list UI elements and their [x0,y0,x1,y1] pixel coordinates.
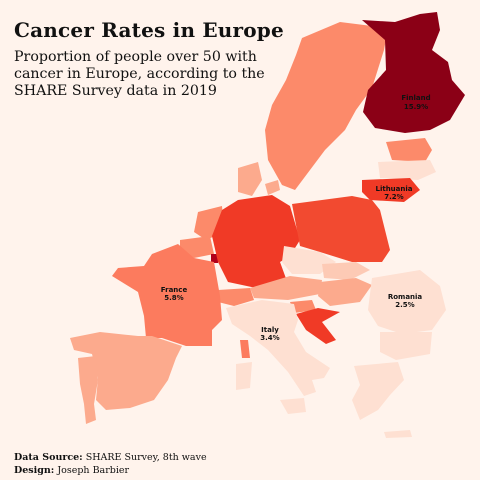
country-poland [292,196,390,262]
country-romania [368,270,446,334]
footer-source: Data Source: SHARE Survey, 8th wave [14,452,207,463]
country-estonia [386,138,432,162]
country-switzerland [218,288,254,306]
country-slovenia [290,300,316,313]
country-greece-crete [384,430,412,438]
country-belgium [180,236,214,258]
footer-design-label: Design: [14,465,55,476]
country-finland [362,12,465,133]
country-italy [226,300,330,396]
footer-design: Design: Joseph Barbier [14,465,129,476]
footer-design-value: Joseph Barbier [57,465,130,476]
country-hungary [318,278,372,306]
country-greece [352,362,404,420]
country-france-corsica [240,340,250,358]
country-luxembourg [211,254,218,263]
footer-source-label: Data Source: [14,452,83,463]
country-slovakia [322,262,370,280]
country-portugal [78,356,98,424]
country-denmark-zealand [265,180,280,195]
country-croatia [296,308,340,344]
country-bulgaria [380,332,432,360]
page-subtitle: Proportion of people over 50 with cancer… [14,49,265,99]
country-germany [212,195,300,288]
country-latvia [378,160,436,180]
country-sweden-norway [265,22,388,190]
country-austria [250,276,322,300]
page-title: Cancer Rates in Europe [14,18,284,42]
footer-source-value: SHARE Survey, 8th wave [85,452,207,463]
country-italy-sicily [280,398,306,414]
country-italy-sardinia [236,362,252,390]
country-lithuania [362,178,420,202]
country-france [112,244,222,346]
country-denmark [238,162,262,196]
country-spain [70,332,182,410]
